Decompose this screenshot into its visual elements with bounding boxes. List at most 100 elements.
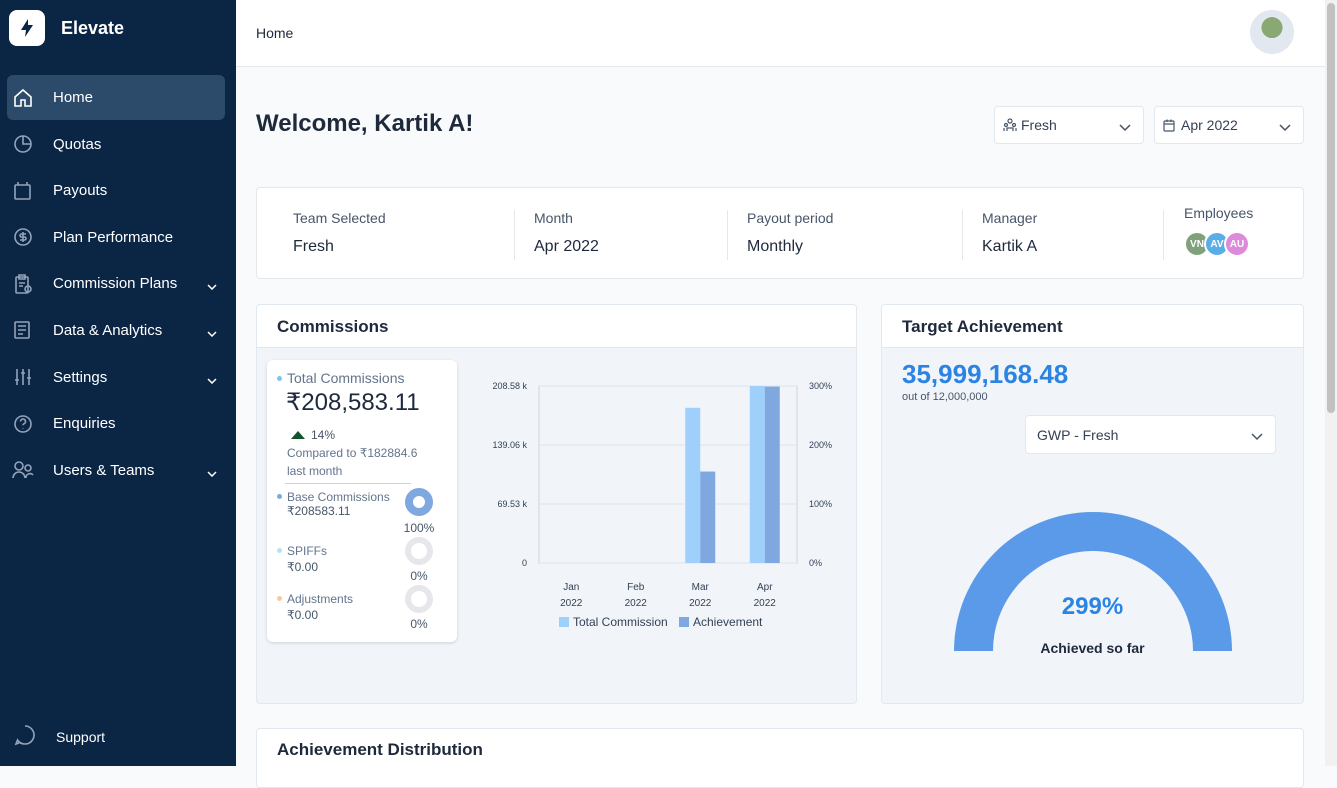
y-tick-label-right: 100% — [809, 499, 832, 509]
page-title: Welcome, Kartik A! — [256, 110, 474, 137]
change-indicator: 14% — [291, 428, 335, 442]
team-selected-value: Fresh — [293, 238, 334, 255]
sidebar: Elevate Home Quotas Payouts Plan Perform… — [0, 0, 236, 766]
sidebar-item-settings[interactable]: Settings — [7, 355, 225, 400]
divider — [514, 210, 515, 260]
month-select-value: Apr 2022 — [1181, 117, 1238, 133]
sidebar-item-plan-performance[interactable]: Plan Performance — [7, 215, 225, 260]
base-commissions-row: Base Commissions ₹208583.11 — [277, 491, 397, 517]
month-value: Apr 2022 — [534, 238, 599, 255]
y-tick-label-left: 139.06 k — [492, 440, 527, 450]
adjustments-value: ₹0.00 — [287, 608, 318, 622]
sidebar-item-users-teams[interactable]: Users & Teams — [7, 448, 225, 493]
total-commissions-value: ₹208,583.11 — [286, 389, 420, 416]
sidebar-item-label: Data & Analytics — [53, 321, 163, 339]
spiffs-ring — [405, 537, 433, 565]
chevron-down-icon — [207, 277, 217, 294]
y-tick-label-right: 0% — [809, 558, 822, 568]
brand[interactable]: Elevate — [9, 10, 124, 46]
help-circle-icon — [12, 413, 34, 435]
total-commissions-heading: Total Commissions — [277, 370, 404, 386]
base-commissions-value: ₹208583.11 — [287, 504, 351, 518]
sliders-icon — [12, 366, 34, 388]
sidebar-item-home[interactable]: Home — [7, 75, 225, 120]
sidebar-item-label: Commission Plans — [53, 275, 178, 293]
divider — [285, 483, 411, 484]
gauge-label: Achieved so far — [1040, 640, 1145, 656]
sidebar-item-quotas[interactable]: Quotas — [7, 122, 225, 167]
team-select-value: Fresh — [1021, 117, 1057, 133]
chevron-down-icon — [207, 324, 217, 341]
x-tick-label: Feb — [627, 582, 645, 593]
payout-period-value: Monthly — [747, 238, 804, 255]
scrollbar[interactable] — [1325, 0, 1337, 766]
sidebar-item-payouts[interactable]: Payouts — [7, 168, 225, 213]
divider — [962, 210, 963, 260]
x-tick-label: Apr — [757, 582, 773, 593]
y-tick-label-left: 69.53 k — [497, 499, 527, 509]
lightning-icon — [9, 10, 45, 46]
legend-dot — [277, 596, 282, 601]
legend-dot — [277, 548, 282, 553]
employee-avatar[interactable]: AU — [1224, 231, 1250, 257]
document-icon — [12, 319, 34, 341]
sidebar-item-data-analytics[interactable]: Data & Analytics — [7, 308, 225, 353]
arrow-up-icon — [291, 431, 305, 439]
scrollbar-thumb[interactable] — [1327, 3, 1335, 413]
bar-achievement — [764, 386, 780, 563]
sidebar-item-label: Users & Teams — [53, 461, 155, 479]
plan-select[interactable]: GWP - Fresh — [1025, 415, 1276, 454]
manager-info: Manager Kartik A — [982, 210, 1037, 256]
base-commissions-ring — [405, 488, 433, 516]
avatar[interactable] — [1250, 10, 1294, 54]
x-tick-label: 2022 — [560, 598, 583, 609]
divider — [727, 210, 728, 260]
bar-achievement — [700, 471, 716, 563]
commissions-bar-chart: 0 0% 69.53 k 100% 139.06 k 200% 208.58 k 300% Ja… — [492, 381, 832, 629]
month-select[interactable]: Apr 2022 — [1154, 106, 1304, 144]
team-info-card: Team Selected Fresh Month Apr 2022 Payou… — [256, 187, 1304, 279]
achievement-distribution-card: Achievement Distribution — [256, 728, 1304, 788]
target-achievement-card: Target Achievement 35,999,168.48 out of … — [881, 304, 1304, 704]
legend-label: Total Commission — [573, 615, 668, 629]
target-achievement-title: Target Achievement — [882, 305, 1303, 348]
achievement-gauge — [954, 512, 1232, 651]
chevron-down-icon — [207, 371, 217, 388]
x-tick-label: Jan — [563, 582, 579, 593]
spiffs-pct: 0% — [410, 569, 428, 583]
team-selected: Team Selected Fresh — [293, 210, 386, 256]
spiffs-label: SPIFFs — [287, 544, 328, 558]
employees-label: Employees — [1184, 205, 1254, 221]
commission-summary: Total Commissions ₹208,583.11 14% Compar… — [267, 360, 457, 642]
sidebar-item-label: Quotas — [53, 135, 102, 153]
sidebar-item-label: Enquiries — [53, 415, 116, 433]
month-label: Month — [534, 210, 573, 226]
y-tick-label-left: 0 — [522, 558, 527, 568]
employee-avatars[interactable]: VN AV AU — [1184, 231, 1253, 257]
adjustments-row: Adjustments ₹0.00 — [277, 593, 397, 621]
total-commissions-label: Total Commissions — [287, 370, 405, 386]
team-icon — [1003, 118, 1017, 132]
dollar-circle-icon — [12, 226, 34, 248]
compared-text: Compared to ₹182884.6 last month — [287, 446, 418, 478]
sidebar-item-enquiries[interactable]: Enquiries — [7, 401, 225, 446]
sidebar-item-commission-plans[interactable]: Commission Plans — [7, 261, 225, 306]
calendar-icon — [1163, 119, 1175, 132]
breadcrumb[interactable]: Home — [256, 25, 294, 41]
pie-chart-icon — [12, 133, 34, 155]
y-tick-label-left: 208.58 k — [492, 381, 527, 391]
spiffs-value: ₹0.00 — [287, 560, 318, 574]
gauge-percent: 299% — [1061, 593, 1124, 620]
base-commissions-pct: 100% — [403, 521, 435, 535]
plan-select-value: GWP - Fresh — [1037, 426, 1119, 443]
support-link[interactable]: Support — [14, 724, 105, 749]
team-select[interactable]: Fresh — [994, 106, 1144, 144]
spiffs-row: SPIFFs ₹0.00 — [277, 545, 397, 573]
team-selected-label: Team Selected — [293, 210, 386, 226]
x-tick-label: 2022 — [689, 598, 712, 609]
achievement-distribution-title: Achievement Distribution — [277, 740, 483, 759]
home-icon — [12, 87, 34, 109]
y-tick-label-right: 200% — [809, 440, 832, 450]
adjustments-ring — [405, 585, 433, 613]
clipboard-icon — [12, 273, 34, 295]
